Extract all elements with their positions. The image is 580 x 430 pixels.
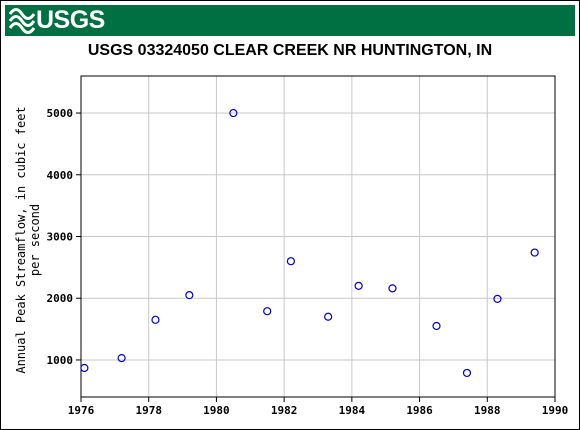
data-point (493, 294, 502, 303)
data-point (117, 354, 126, 363)
x-tick-label: 1990 (542, 404, 569, 417)
data-point (432, 321, 441, 331)
x-tick-label: 1978 (135, 404, 162, 417)
x-tick-label: 1988 (474, 404, 501, 417)
data-point (151, 315, 160, 324)
data-point (80, 363, 89, 373)
data-point (324, 312, 333, 321)
data-point (388, 284, 397, 293)
usgs-logo-icon (9, 7, 35, 34)
usgs-banner: USGS (5, 5, 575, 36)
y-tick-label: 5000 (47, 107, 74, 120)
usgs-logo[interactable]: USGS (9, 7, 105, 34)
x-tick-label: 1984 (339, 404, 366, 417)
y-tick-label: 3000 (47, 231, 74, 244)
y-tick-label: 1000 (47, 354, 74, 367)
data-point (530, 248, 539, 257)
x-tick-label: 1980 (203, 404, 230, 417)
data-point (354, 281, 363, 290)
data-point (286, 257, 296, 266)
chart-title: USGS 03324050 CLEAR CREEK NR HUNTINGTON,… (87, 42, 493, 59)
x-tick-label: 1982 (271, 404, 298, 417)
data-point (229, 108, 238, 118)
data-point (263, 307, 272, 316)
x-tick-label: 1986 (406, 404, 433, 417)
data-point (185, 291, 194, 300)
y-tick-label: 4000 (47, 169, 74, 182)
data-point (462, 368, 472, 378)
plot-border (80, 75, 556, 398)
y-tick-label: 2000 (47, 292, 74, 305)
usgs-logo-text: USGS (36, 6, 105, 34)
x-tick-label: 1976 (68, 404, 95, 417)
